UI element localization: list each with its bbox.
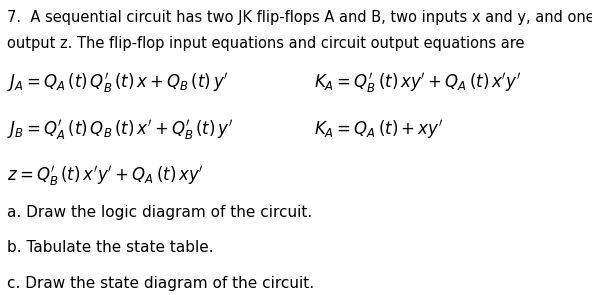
Text: output z. The flip-flop input equations and circuit output equations are: output z. The flip-flop input equations … <box>7 36 525 51</box>
Text: a. Draw the logic diagram of the circuit.: a. Draw the logic diagram of the circuit… <box>7 205 313 220</box>
Text: b. Tabulate the state table.: b. Tabulate the state table. <box>7 240 214 255</box>
Text: $K_A = Q^{\prime}_B\,(t)\,xy^{\prime} + Q_A\,(t)\,x^{\prime}y^{\prime}$: $K_A = Q^{\prime}_B\,(t)\,xy^{\prime} + … <box>314 71 521 95</box>
Text: 7.  A sequential circuit has two JK flip-flops A and B, two inputs x and y, and : 7. A sequential circuit has two JK flip-… <box>7 10 592 25</box>
Text: $K_A = Q_A\,(t) + xy^{\prime}$: $K_A = Q_A\,(t) + xy^{\prime}$ <box>314 118 443 141</box>
Text: $z = Q^{\prime}_B\,(t)\,x^{\prime}y^{\prime} + Q_A\,(t)\,xy^{\prime}$: $z = Q^{\prime}_B\,(t)\,x^{\prime}y^{\pr… <box>7 164 204 188</box>
Text: c. Draw the state diagram of the circuit.: c. Draw the state diagram of the circuit… <box>7 276 314 291</box>
Text: $J_A = Q_A\,(t)\,Q^{\prime}_B\,(t)\,x + Q_B\,(t)\,y^{\prime}$: $J_A = Q_A\,(t)\,Q^{\prime}_B\,(t)\,x + … <box>7 71 229 95</box>
Text: $J_B = Q^{\prime}_A\,(t)\,Q_B\,(t)\,x^{\prime} + Q^{\prime}_B\,(t)\,y^{\prime}$: $J_B = Q^{\prime}_A\,(t)\,Q_B\,(t)\,x^{\… <box>7 118 233 142</box>
